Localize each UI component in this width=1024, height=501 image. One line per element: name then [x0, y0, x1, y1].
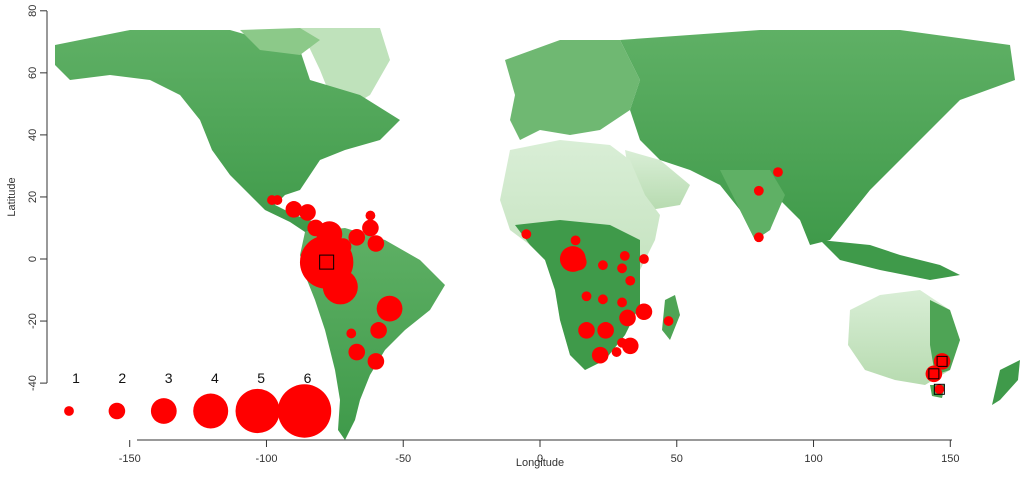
legend-label: 1 [72, 370, 80, 386]
land-asia [620, 30, 1015, 245]
data-point [635, 303, 653, 321]
data-point [934, 384, 945, 395]
data-point [753, 232, 764, 243]
point-box-marker [936, 355, 948, 367]
x-tick-label: 100 [804, 453, 822, 465]
y-axis-label: Latitude [6, 177, 18, 216]
point-box-marker [928, 368, 940, 380]
x-axis-label: Longitude [516, 457, 564, 469]
data-point [370, 322, 387, 339]
data-point [611, 347, 622, 357]
legend-marker [235, 388, 280, 434]
land-greenland [300, 28, 390, 110]
data-point [362, 219, 379, 237]
data-point [367, 235, 385, 252]
world-map-background [55, 28, 1020, 440]
data-point [581, 291, 592, 302]
data-point [619, 309, 636, 327]
data-point [619, 250, 630, 261]
land-india [720, 170, 785, 240]
legend-marker [193, 393, 229, 429]
legend-label: 5 [257, 370, 265, 386]
x-tick-label: -50 [395, 453, 411, 465]
data-point [376, 295, 403, 322]
data-point [591, 346, 609, 364]
y-tick-label: 0 [27, 256, 39, 262]
y-tick-label: -40 [27, 375, 39, 391]
data-point [933, 353, 951, 370]
data-point [598, 294, 608, 305]
data-point [272, 195, 283, 205]
legend-label: 6 [304, 370, 312, 386]
y-tick-label: 80 [27, 5, 39, 17]
y-tick-label: 40 [27, 129, 39, 141]
x-tick-label: 150 [941, 453, 959, 465]
x-tick-label: -150 [119, 453, 141, 465]
data-point [598, 260, 608, 271]
land-new-zealand [992, 360, 1020, 405]
land-sea-islands [820, 240, 960, 280]
legend-label: 3 [165, 370, 173, 386]
land-europe [505, 40, 640, 140]
data-point [367, 353, 385, 370]
data-point [639, 254, 649, 264]
data-point [597, 322, 614, 339]
data-point [322, 269, 358, 305]
land-north-america [55, 30, 400, 232]
x-tick-label: 0 [537, 453, 543, 465]
legend-label: 4 [211, 370, 219, 386]
data-point [570, 235, 581, 246]
y-tick-label: 20 [27, 191, 39, 203]
data-point [346, 328, 357, 339]
legend-label: 2 [118, 370, 126, 386]
data-point [625, 275, 636, 286]
data-point [621, 337, 639, 355]
data-point [299, 204, 316, 221]
data-point [617, 297, 627, 308]
data-point [753, 185, 764, 196]
point-box-marker [933, 383, 945, 395]
data-point [578, 322, 595, 339]
data-point [348, 228, 366, 246]
x-tick-label: 50 [671, 453, 683, 465]
data-point [285, 201, 303, 218]
data-points [267, 167, 951, 395]
data-point [617, 263, 627, 274]
y-tick-label: 60 [27, 67, 39, 79]
legend-marker [277, 384, 332, 438]
x-tick-label: -100 [255, 453, 277, 465]
data-point [348, 343, 366, 361]
legend-marker [108, 402, 126, 420]
point-box-marker [319, 254, 335, 270]
legend-marker [64, 406, 74, 416]
data-point [365, 210, 376, 221]
legend-marker [150, 398, 177, 424]
y-tick-label: -20 [27, 313, 39, 329]
axes: -150 -100 -50 0 50 100 150 -40 -20 0 20 40 60 80 Lon… [6, 5, 959, 469]
data-point [569, 253, 587, 271]
data-point [773, 167, 783, 178]
data-point [663, 316, 674, 326]
size-legend: 1 2 3 4 5 6 [64, 370, 332, 438]
data-point [521, 229, 532, 240]
land-arctic-islands [240, 28, 320, 55]
data-point [925, 365, 943, 383]
